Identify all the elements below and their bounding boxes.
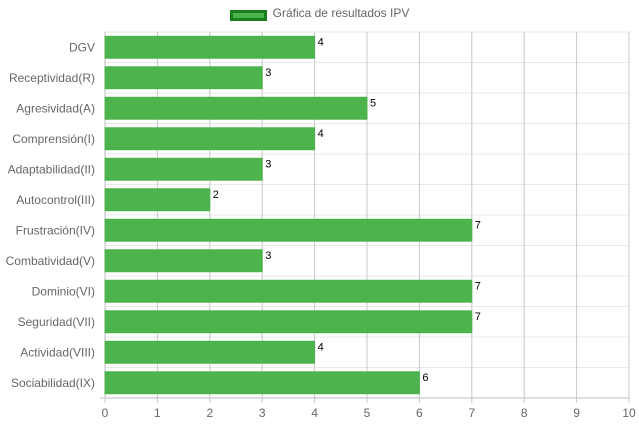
x-tick-label: 7: [468, 406, 475, 420]
y-tick-label: Combatividad(V): [6, 254, 95, 268]
bar-value-label: 5: [370, 97, 376, 109]
x-tick-label: 2: [206, 406, 213, 420]
x-tick-label: 1: [154, 406, 161, 420]
y-tick-label: Autocontrol(III): [16, 193, 95, 207]
x-tick-label: 3: [259, 406, 266, 420]
bar-value-label: 7: [475, 311, 481, 323]
bar-value-label: 2: [213, 189, 219, 201]
bar[interactable]: [104, 340, 316, 364]
bar-value-label: 4: [318, 128, 324, 140]
x-tick-label: 8: [521, 406, 528, 420]
y-tick-label: Comprensión(I): [12, 132, 95, 146]
bar[interactable]: [104, 96, 368, 120]
y-tick-label: Frustración(IV): [16, 223, 95, 237]
y-tick-label: Sociabilidad(IX): [11, 376, 95, 390]
x-tick-label: 10: [622, 406, 636, 420]
y-tick-label: Actividad(VIII): [20, 345, 95, 359]
bar[interactable]: [104, 279, 473, 303]
bar-value-label: 3: [265, 158, 271, 170]
x-tick-label: 5: [364, 406, 371, 420]
bar-value-label: 3: [265, 250, 271, 262]
bar-value-label: 4: [318, 341, 324, 353]
bar-value-label: 6: [422, 372, 428, 384]
y-tick-label: Agresividad(A): [16, 101, 95, 115]
bar[interactable]: [104, 157, 263, 181]
x-tick-label: 0: [102, 406, 109, 420]
bar-value-label: 4: [318, 36, 324, 48]
bar[interactable]: [104, 249, 263, 273]
bar[interactable]: [104, 35, 316, 59]
bar-value-label: 3: [265, 67, 271, 79]
bar-value-label: 7: [475, 280, 481, 292]
y-tick-label: Adaptabilidad(II): [8, 162, 95, 176]
y-tick-label: Dominio(VI): [32, 284, 95, 298]
chart-legend[interactable]: Gráfica de resultados IPV: [0, 6, 639, 21]
bar[interactable]: [104, 127, 316, 151]
x-tick-label: 6: [416, 406, 423, 420]
x-tick-label: 4: [311, 406, 318, 420]
bar[interactable]: [104, 66, 263, 90]
legend-label: Gráfica de resultados IPV: [272, 6, 410, 20]
bar[interactable]: [104, 218, 473, 242]
bar[interactable]: [104, 310, 473, 334]
y-tick-label: DGV: [69, 40, 95, 54]
bar[interactable]: [104, 188, 211, 212]
x-tick-label: 9: [573, 406, 580, 420]
legend-swatch: [229, 10, 267, 21]
y-tick-label: Seguridad(VII): [18, 315, 95, 329]
bar-value-label: 7: [475, 219, 481, 231]
bar[interactable]: [104, 371, 420, 395]
y-tick-label: Receptividad(R): [9, 71, 95, 85]
